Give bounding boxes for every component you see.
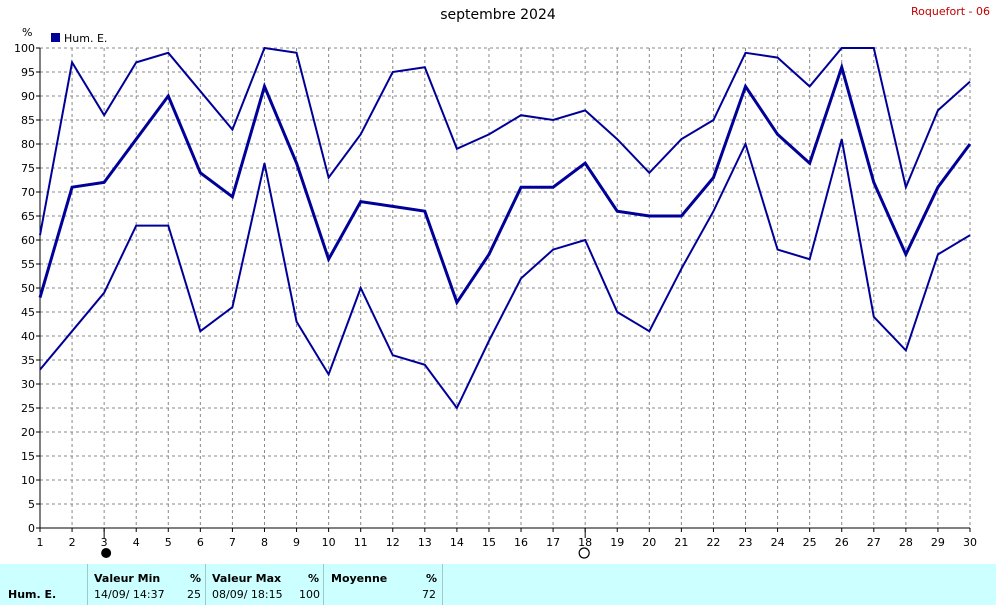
y-tick-label: 50 (21, 282, 35, 295)
x-tick-label: 14 (450, 536, 464, 549)
min-header: Valeur Min (94, 572, 161, 585)
series-line-mean (38, 62, 972, 306)
x-tick-label: 17 (546, 536, 560, 549)
x-tick-label: 30 (963, 536, 977, 549)
avg-cell: Moyenne % 72 (323, 564, 443, 605)
x-tick-label: 4 (133, 536, 140, 549)
y-tick-label: 40 (21, 330, 35, 343)
y-tick-label: 35 (21, 354, 35, 367)
humidity-chart: % Hum. E. 051015202530354045505560657075… (14, 26, 977, 559)
chart-title: septembre 2024 (440, 7, 556, 23)
max-date: 08/09/ 18:15 (212, 588, 283, 601)
y-tick-label: 0 (28, 522, 35, 535)
min-unit: % (190, 572, 202, 585)
y-tick-label: 95 (21, 66, 35, 79)
x-tick-label: 1 (37, 536, 44, 549)
y-tick-label: 55 (21, 258, 35, 271)
min-cell: Valeur Min % 14/09/ 14:37 25 (87, 564, 206, 605)
y-tick-label: 85 (21, 114, 35, 127)
summary-row-label: Hum. E. (8, 588, 57, 601)
x-tick-label: 6 (197, 536, 204, 549)
summary-footer: Hum. E. Valeur Min % 14/09/ 14:37 25 Val… (0, 564, 996, 605)
series-lines (38, 46, 972, 410)
moon-phases (101, 528, 590, 559)
avg-unit: % (426, 572, 438, 585)
y-tick-label: 5 (28, 498, 35, 511)
y-unit-label: % (22, 26, 32, 39)
legend-swatch (51, 33, 60, 42)
full-moon-icon (578, 547, 590, 559)
y-tick-label: 15 (21, 450, 35, 463)
x-tick-label: 29 (931, 536, 945, 549)
series-line-max (39, 46, 971, 236)
x-tick-label: 11 (354, 536, 368, 549)
x-tick-label: 20 (642, 536, 656, 549)
avg-value: 72 (422, 588, 436, 601)
new-moon-icon (101, 548, 112, 558)
y-tick-label: 100 (14, 42, 35, 55)
x-tick-label: 28 (899, 536, 913, 549)
y-tick-label: 25 (21, 402, 35, 415)
legend-label: Hum. E. (64, 32, 107, 45)
x-tick-label: 12 (386, 536, 400, 549)
y-tick-label: 60 (21, 234, 35, 247)
y-tick-label: 20 (21, 426, 35, 439)
y-tick-label: 75 (21, 162, 35, 175)
x-tick-label: 15 (482, 536, 496, 549)
min-date: 14/09/ 14:37 (94, 588, 165, 601)
y-tick-label: 45 (21, 306, 35, 319)
x-tick-label: 2 (69, 536, 76, 549)
x-tick-label: 25 (803, 536, 817, 549)
y-tick-label: 65 (21, 210, 35, 223)
station-name: Roquefort - 06 (911, 5, 990, 18)
y-tick-label: 70 (21, 186, 35, 199)
x-tick-label: 16 (514, 536, 528, 549)
x-tick-label: 19 (610, 536, 624, 549)
x-tick-label: 21 (674, 536, 688, 549)
y-tick-label: 90 (21, 90, 35, 103)
x-tick-label: 27 (867, 536, 881, 549)
max-unit: % (308, 572, 320, 585)
y-tick-label: 30 (21, 378, 35, 391)
y-tick-label: 10 (21, 474, 35, 487)
max-header: Valeur Max (212, 572, 282, 585)
y-axis-ticks: 0 5 10 15 20 25 30 35 40 45 50 55 60 65 70 75 80 85 90 95 10… (14, 42, 40, 535)
series-line-min (39, 138, 971, 410)
x-tick-label: 24 (771, 536, 785, 549)
y-tick-label: 80 (21, 138, 35, 151)
x-tick-label: 10 (322, 536, 336, 549)
x-tick-label: 13 (418, 536, 432, 549)
avg-header: Moyenne (331, 572, 388, 585)
min-value: 25 (187, 588, 201, 601)
x-tick-label: 9 (293, 536, 300, 549)
max-value: 100 (299, 588, 320, 601)
x-tick-label: 3 (101, 536, 108, 549)
max-cell: Valeur Max % 08/09/ 18:15 100 (205, 564, 324, 605)
x-tick-label: 26 (835, 536, 849, 549)
x-tick-label: 18 (578, 536, 592, 549)
x-tick-label: 8 (261, 536, 268, 549)
x-tick-label: 23 (739, 536, 753, 549)
x-axis-ticks: 1 2 3 4 5 6 7 8 9 10 11 12 13 14 15 16 17 18 19 20 21 22 23 24 2… (37, 528, 977, 549)
x-tick-label: 7 (229, 536, 236, 549)
x-tick-label: 22 (706, 536, 720, 549)
x-tick-label: 5 (165, 536, 172, 549)
